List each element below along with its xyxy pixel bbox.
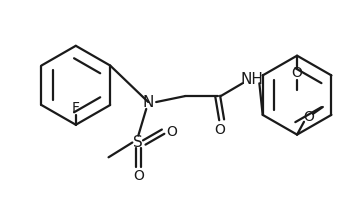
Text: F: F <box>72 101 80 115</box>
Text: O: O <box>133 169 144 183</box>
Text: O: O <box>292 66 302 80</box>
Text: N: N <box>143 95 154 110</box>
Text: O: O <box>167 125 177 139</box>
Text: O: O <box>303 110 314 124</box>
Text: NH: NH <box>241 72 264 87</box>
Text: O: O <box>214 123 225 137</box>
Text: S: S <box>133 135 143 150</box>
